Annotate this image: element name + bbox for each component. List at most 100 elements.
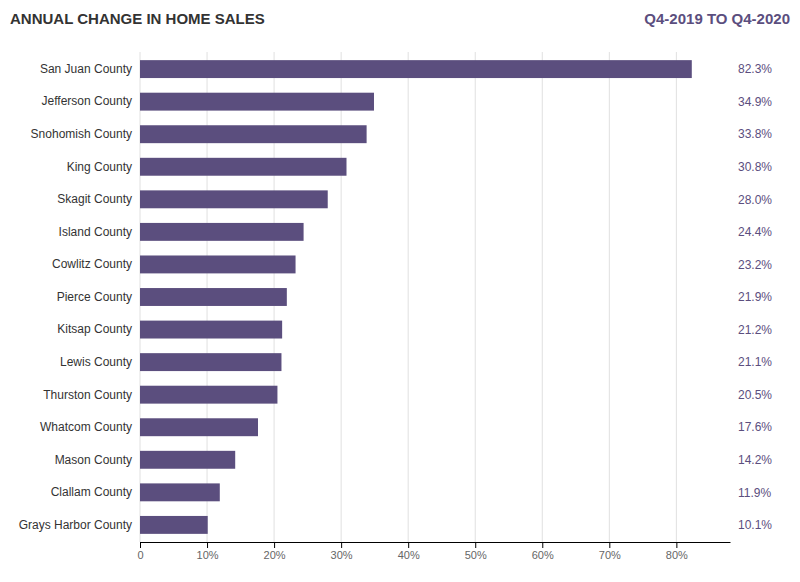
data-label: 20.5% — [738, 388, 772, 402]
chart-container: ANNUAL CHANGE IN HOME SALES Q4-2019 TO Q4… — [0, 0, 800, 582]
x-tick-mark — [140, 542, 141, 548]
y-tick: San Juan County — [40, 62, 132, 76]
data-label: 10.1% — [738, 518, 772, 532]
x-tick-mark — [207, 542, 208, 548]
y-tick: Mason County — [55, 453, 132, 467]
data-label: 17.6% — [738, 420, 772, 434]
y-tick-label: Kitsap County — [57, 322, 132, 336]
bars — [140, 60, 692, 534]
x-tick: 40% — [398, 542, 420, 561]
bar — [140, 190, 328, 208]
y-tick: Skagit County — [57, 192, 132, 206]
x-tick: 60% — [532, 542, 554, 561]
plot-area: 0 10% 20% 30% 40% 50% 60% 70% 80% San Juan County… — [19, 52, 773, 561]
x-tick-mark — [274, 542, 275, 548]
bar — [140, 158, 347, 176]
data-label: 28.0% — [738, 193, 772, 207]
x-tick-label: 50% — [465, 549, 487, 561]
y-tick: Lewis County — [60, 355, 132, 369]
x-axis: 0 10% 20% 30% 40% 50% 60% 70% 80% — [137, 542, 730, 561]
grid-line — [408, 52, 409, 542]
data-label: 21.2% — [738, 323, 772, 337]
x-tick-mark — [676, 542, 677, 548]
y-tick-label: Whatcom County — [40, 420, 132, 434]
bar — [140, 125, 367, 143]
x-tick: 70% — [599, 542, 621, 561]
x-tick: 50% — [465, 542, 487, 561]
grid-line — [542, 52, 543, 542]
x-tick-label: 30% — [331, 549, 353, 561]
title: ANNUAL CHANGE IN HOME SALES — [10, 10, 265, 27]
y-tick-label: Pierce County — [57, 290, 132, 304]
y-tick-label: Lewis County — [60, 355, 132, 369]
y-tick: Island County — [59, 225, 132, 239]
y-axis: San Juan County Jefferson County Snohomish… — [19, 62, 132, 532]
bar — [140, 93, 374, 111]
y-tick: Cowlitz County — [52, 257, 132, 271]
subtitle: Q4-2019 TO Q4-2020 — [644, 10, 790, 27]
y-tick: Thurston County — [43, 388, 132, 402]
x-tick-label: 20% — [264, 549, 286, 561]
bar — [140, 223, 304, 241]
y-tick-label: Mason County — [55, 453, 132, 467]
y-tick-label: San Juan County — [40, 62, 132, 76]
data-label: 24.4% — [738, 225, 772, 239]
x-tick-mark — [609, 542, 610, 548]
x-tick-mark — [542, 542, 543, 548]
bar — [140, 386, 277, 404]
data-label: 82.3% — [738, 62, 772, 76]
bar — [140, 60, 692, 78]
y-tick-label: Skagit County — [57, 192, 132, 206]
y-tick: Jefferson County — [42, 94, 133, 108]
x-tick-label: 80% — [666, 549, 688, 561]
y-tick: Snohomish County — [31, 127, 132, 141]
grid — [140, 52, 676, 542]
x-tick: 30% — [331, 542, 353, 561]
y-tick-label: Clallam County — [51, 485, 132, 499]
data-label: 21.1% — [738, 355, 772, 369]
x-axis-line — [141, 542, 731, 543]
grid-line — [609, 52, 610, 542]
x-tick-label: 0 — [137, 549, 143, 561]
chart: ANNUAL CHANGE IN HOME SALES Q4-2019 TO Q4… — [0, 0, 800, 582]
y-tick: King County — [67, 160, 132, 174]
data-label: 33.8% — [738, 127, 772, 141]
x-tick-mark — [475, 542, 476, 548]
data-label: 14.2% — [738, 453, 772, 467]
grid-line — [676, 52, 677, 542]
x-tick-label: 10% — [197, 549, 219, 561]
bar — [140, 353, 281, 371]
grid-line — [475, 52, 476, 542]
y-tick-label: Thurston County — [43, 388, 132, 402]
x-tick: 0 — [137, 542, 143, 561]
x-tick: 10% — [197, 542, 219, 561]
y-tick-label: Jefferson County — [42, 94, 133, 108]
bar — [140, 288, 287, 306]
data-label: 30.8% — [738, 160, 772, 174]
data-labels: 82.3% 34.9% 33.8% 30.8% 28.0% 24.4% 23.2% 21.9%… — [738, 62, 772, 532]
bar — [140, 321, 282, 339]
bar — [140, 483, 220, 501]
y-tick-label: Snohomish County — [31, 127, 132, 141]
x-tick-label: 40% — [398, 549, 420, 561]
data-label: 34.9% — [738, 95, 772, 109]
y-tick: Kitsap County — [57, 322, 132, 336]
bar — [140, 451, 235, 469]
y-tick-label: Cowlitz County — [52, 257, 132, 271]
y-tick-label: Island County — [59, 225, 132, 239]
x-tick: 20% — [264, 542, 286, 561]
data-label: 21.9% — [738, 290, 772, 304]
x-tick-mark — [341, 542, 342, 548]
data-label: 11.9% — [738, 486, 771, 500]
y-tick: Clallam County — [51, 485, 132, 499]
bar — [140, 516, 208, 534]
x-tick: 80% — [666, 542, 688, 561]
y-tick-label: King County — [67, 160, 132, 174]
x-tick-label: 70% — [599, 549, 621, 561]
data-label: 23.2% — [738, 258, 772, 272]
bar — [140, 255, 296, 273]
y-tick: Whatcom County — [40, 420, 132, 434]
x-tick-label: 60% — [532, 549, 554, 561]
y-tick: Grays Harbor County — [19, 518, 132, 532]
x-tick-mark — [408, 542, 409, 548]
